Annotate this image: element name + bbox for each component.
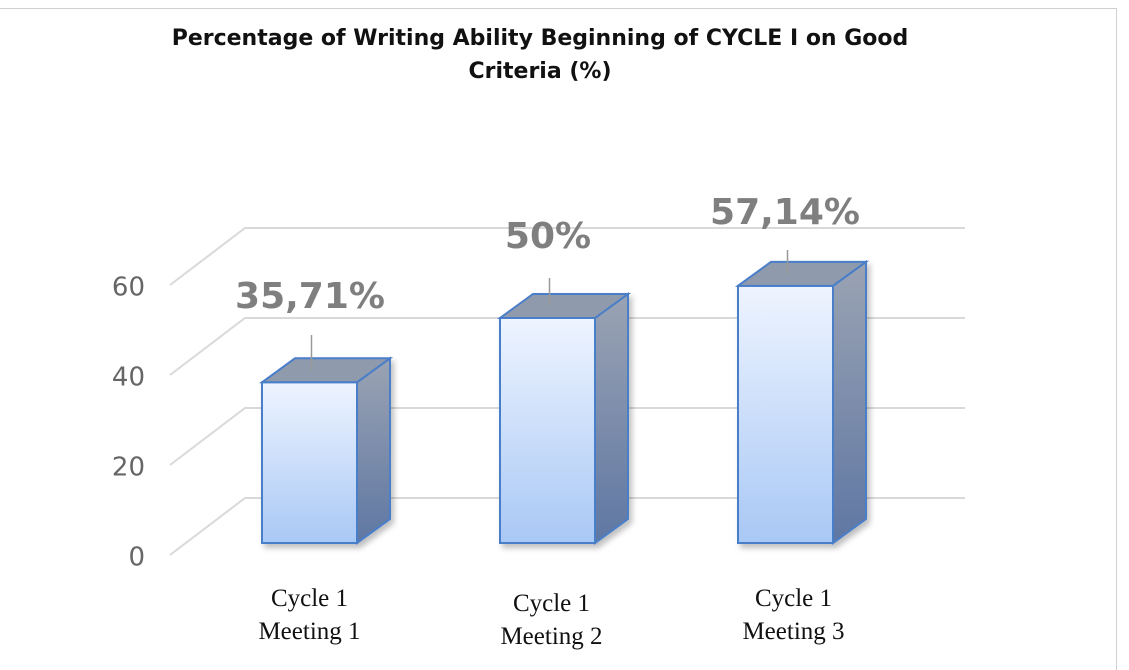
y-tick-label: 40: [112, 363, 145, 393]
bar-side: [356, 356, 391, 545]
data-label: 50%: [505, 216, 591, 257]
bar: [496, 292, 632, 545]
bar-side: [594, 292, 629, 545]
grid-line: [169, 407, 965, 466]
bar-front: [499, 317, 596, 544]
bar-top: [496, 293, 632, 319]
y-tick-label: 60: [112, 273, 145, 303]
bar-side: [832, 259, 867, 545]
data-label: 35,71%: [235, 276, 385, 317]
bar-top: [734, 260, 870, 287]
y-tick-label: 20: [112, 453, 145, 483]
x-tick-label: Cycle 1 Meeting 1: [258, 585, 361, 645]
x-tick-label: Cycle 1 Meeting 3: [742, 585, 845, 645]
chart-title: Percentage of Writing Ability Beginning …: [171, 26, 909, 84]
chart-frame: [0, 8, 1117, 670]
bar-front: [737, 284, 834, 544]
grid-line: [169, 227, 965, 286]
bar-top: [258, 357, 394, 384]
grid-line: [169, 497, 965, 556]
data-label: 57,14%: [710, 192, 860, 233]
x-tick-label: Cycle 1 Meeting 2: [500, 590, 603, 650]
bar-front: [261, 381, 358, 544]
y-tick-label: 0: [128, 543, 145, 573]
bar: [734, 259, 870, 545]
bar: [258, 356, 394, 545]
grid-line: [169, 317, 965, 376]
